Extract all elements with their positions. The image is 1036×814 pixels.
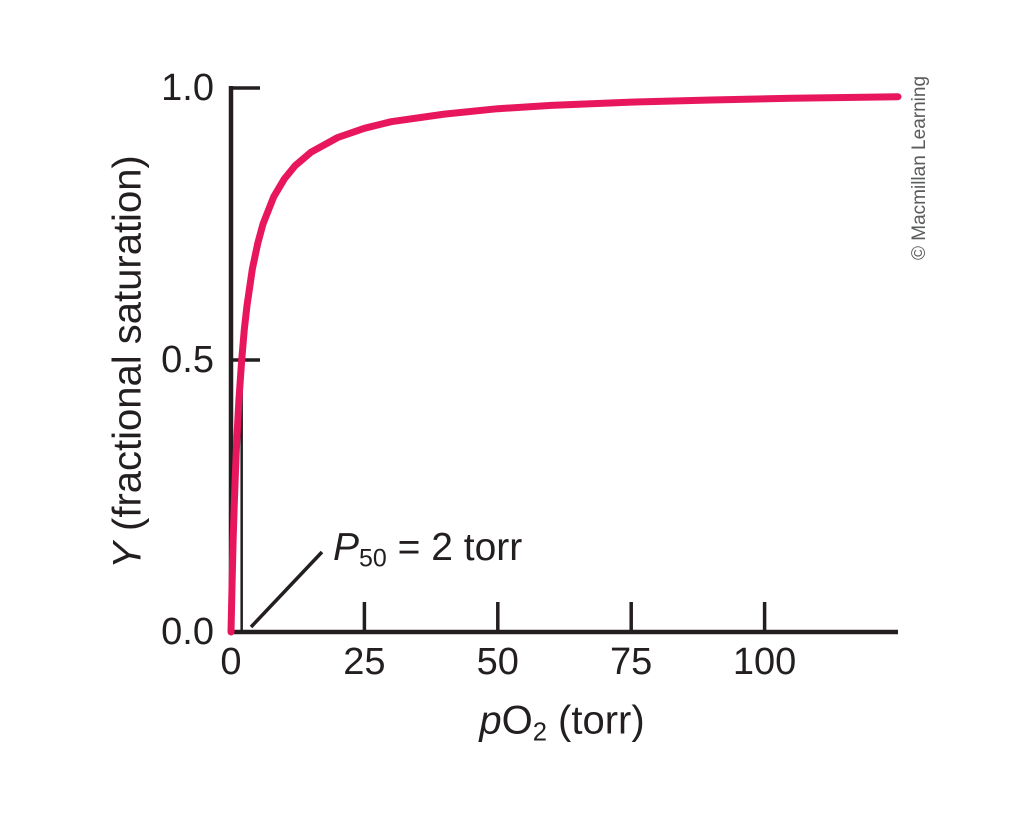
copyright-credit: © Macmillan Learning [909, 75, 930, 261]
p50-symbol: P [333, 526, 360, 569]
x-tick-label: 75 [610, 641, 653, 683]
y-tick-label: 1.0 [161, 67, 214, 109]
x-axis-symbol: p [479, 698, 502, 743]
x-axis-subscript: 2 [532, 718, 547, 747]
x-axis-element: O [501, 698, 533, 743]
o2-binding-curve [227, 93, 902, 636]
p50-value-text: = 2 torr [386, 526, 523, 569]
annotation-pointer-line [249, 550, 324, 629]
p50-annotation: P50 = 2 torr [333, 526, 522, 573]
x-axis-title-text: (torr) [546, 698, 645, 743]
y-axis-symbol: Y [105, 542, 150, 569]
x-tick-label: 50 [476, 641, 519, 683]
p50-subscript: 50 [359, 544, 387, 573]
x-tick-label: 25 [343, 641, 386, 683]
x-tick-label: 100 [732, 641, 797, 683]
axis-ticks [231, 86, 767, 632]
y-tick-label: 0.5 [161, 339, 214, 381]
x-axis-title: pO2 (torr) [479, 699, 644, 748]
x-tick-label: 0 [220, 641, 242, 683]
y-tick-label: 0.0 [161, 611, 214, 653]
